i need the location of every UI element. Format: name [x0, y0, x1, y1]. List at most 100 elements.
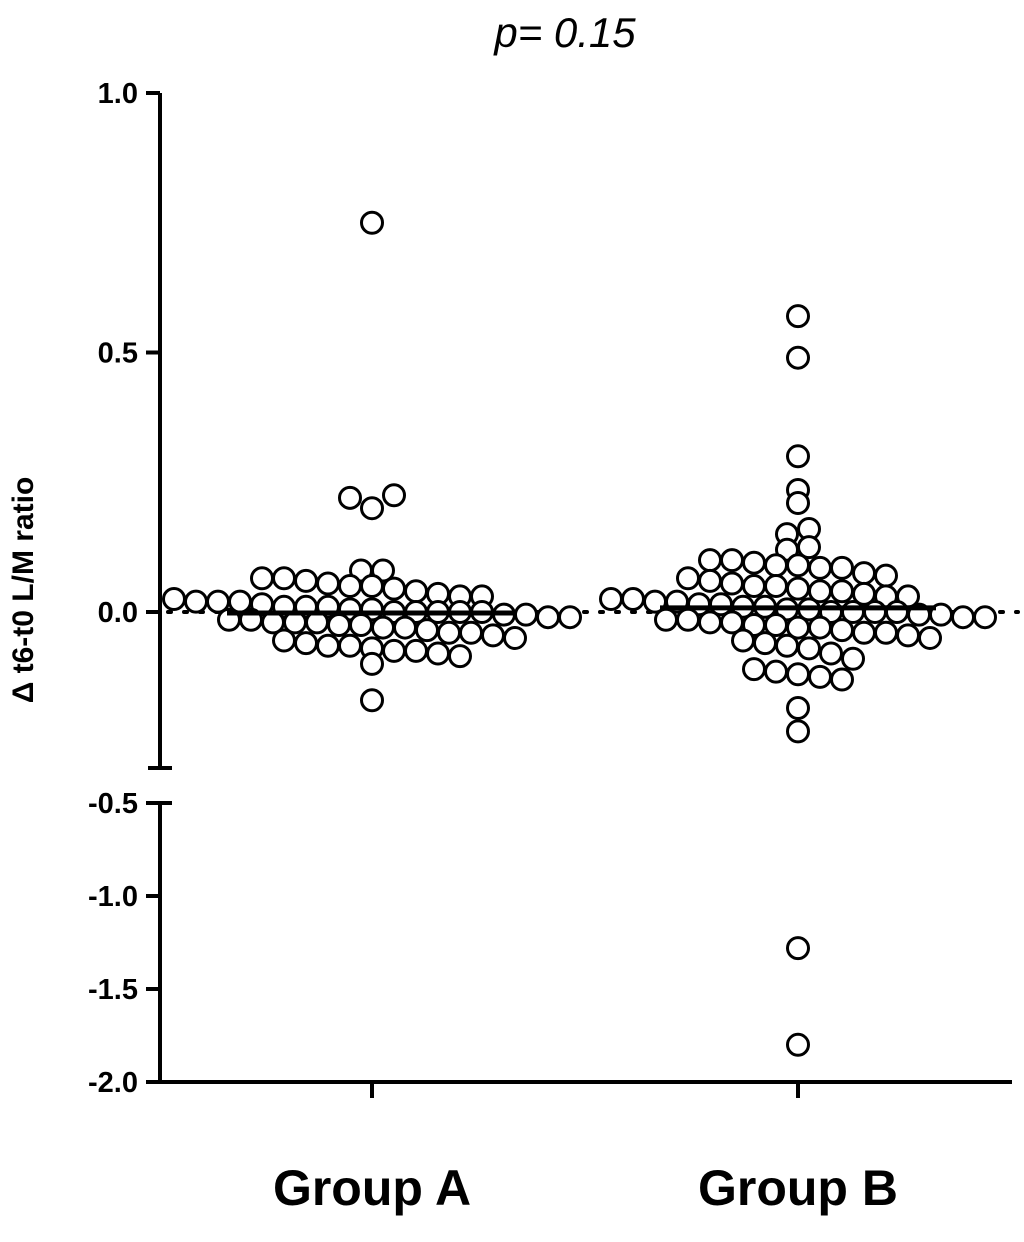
data-point	[162, 587, 186, 612]
data-point	[338, 485, 362, 510]
data-point	[786, 304, 810, 329]
data-point	[786, 444, 810, 469]
data-point	[338, 633, 362, 658]
data-point	[272, 566, 296, 591]
data-point	[852, 561, 876, 586]
data-point	[830, 555, 854, 580]
data-point	[896, 623, 920, 648]
data-point	[316, 633, 340, 658]
data-point	[841, 646, 865, 671]
data-point	[514, 602, 538, 627]
data-point	[720, 571, 744, 596]
data-point	[819, 641, 843, 666]
data-point	[404, 579, 428, 604]
y-tick-label: 1.0	[98, 78, 138, 110]
category-labels: Group A Group B	[273, 1160, 898, 1216]
data-point	[742, 574, 766, 599]
y-tick-label: -1.0	[88, 881, 138, 913]
data-point	[808, 615, 832, 640]
data-point	[874, 620, 898, 645]
data-point	[503, 625, 527, 650]
data-point	[797, 535, 821, 560]
data-point	[764, 574, 788, 599]
data-point	[382, 483, 406, 508]
data-point	[536, 605, 560, 630]
data-point	[294, 568, 318, 593]
data-point	[371, 615, 395, 640]
axes	[146, 91, 1012, 1098]
data-point	[382, 576, 406, 601]
data-point	[918, 625, 942, 650]
data-point	[786, 553, 810, 578]
data-point	[448, 644, 472, 669]
data-point	[786, 491, 810, 516]
data-point	[360, 210, 384, 235]
tick-labels: 1.0 0.5 0.0 -0.5 -1.0 -1.5 -2.0	[88, 78, 138, 1099]
data-point	[272, 628, 296, 653]
data-point	[415, 618, 439, 643]
data-point	[786, 662, 810, 687]
data-point	[360, 651, 384, 676]
data-point	[786, 576, 810, 601]
chart-title: p= 0.15	[492, 9, 636, 56]
data-points	[162, 210, 997, 1057]
data-point	[360, 688, 384, 713]
data-point	[184, 589, 208, 614]
data-point	[621, 587, 645, 612]
data-point	[360, 496, 384, 521]
data-point	[786, 345, 810, 370]
data-point	[852, 620, 876, 645]
y-tick-label: -1.5	[88, 974, 138, 1006]
data-point	[698, 548, 722, 573]
data-point	[437, 620, 461, 645]
data-point	[676, 566, 700, 591]
category-label: Group A	[273, 1160, 471, 1216]
data-point	[874, 563, 898, 588]
data-point	[808, 664, 832, 689]
data-point	[764, 659, 788, 684]
data-point	[250, 566, 274, 591]
data-point	[830, 667, 854, 692]
y-tick-label: 0.5	[98, 338, 138, 370]
data-point	[808, 555, 832, 580]
data-point	[360, 574, 384, 599]
data-point	[863, 600, 887, 624]
data-point	[338, 574, 362, 599]
data-point	[830, 579, 854, 604]
data-point	[786, 936, 810, 961]
data-point	[459, 620, 483, 645]
data-point	[599, 587, 623, 612]
y-tick-label: 0.0	[98, 597, 138, 629]
data-point	[720, 548, 744, 573]
data-point	[786, 1032, 810, 1057]
data-point	[764, 553, 788, 578]
data-point	[327, 612, 351, 637]
data-point	[973, 605, 997, 630]
data-point	[426, 641, 450, 666]
data-point	[731, 628, 755, 653]
data-point	[786, 719, 810, 744]
data-point	[654, 607, 678, 632]
data-point	[294, 631, 318, 656]
y-tick-label: -2.0	[88, 1067, 138, 1099]
data-point	[742, 550, 766, 575]
data-point	[698, 610, 722, 635]
data-point	[786, 696, 810, 721]
data-point	[349, 612, 373, 637]
median-lines	[227, 605, 936, 616]
data-point	[753, 631, 777, 656]
data-point	[951, 605, 975, 630]
data-point	[393, 615, 417, 640]
data-point	[558, 605, 582, 630]
y-tick-label: -0.5	[88, 788, 138, 820]
data-point	[775, 633, 799, 658]
data-point	[797, 636, 821, 661]
data-point	[316, 571, 340, 596]
data-point	[830, 618, 854, 643]
y-axis-label: Δ t6-t0 L/M ratio	[7, 477, 40, 704]
data-point	[676, 607, 700, 632]
data-point	[404, 638, 428, 663]
data-point	[885, 600, 909, 624]
data-point	[698, 568, 722, 593]
